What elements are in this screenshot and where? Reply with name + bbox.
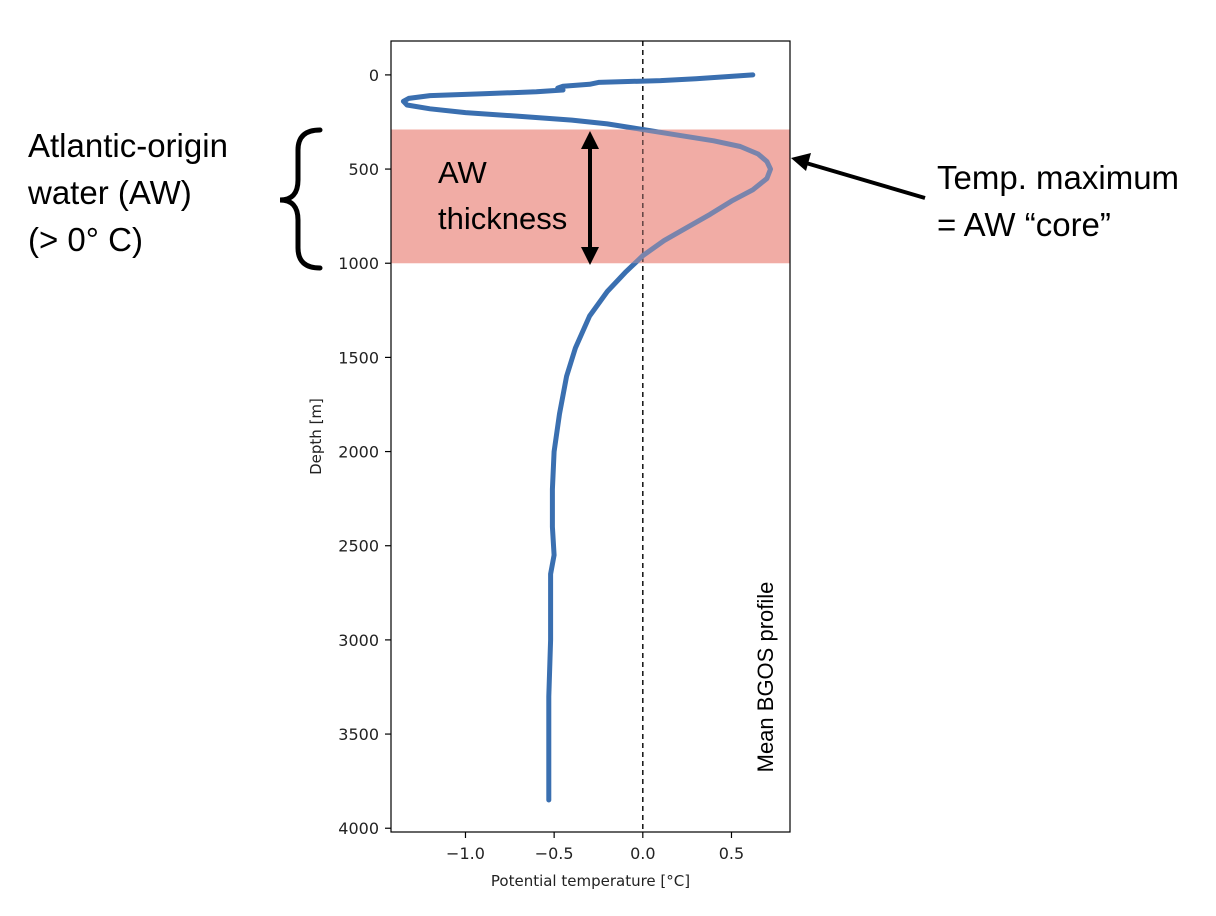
y-tick-label: 0 <box>369 66 379 85</box>
core-label-line-1: Temp. maximum <box>937 159 1179 196</box>
series-line <box>400 72 773 803</box>
x-axis-label: Potential temperature [°C] <box>491 872 690 890</box>
y-tick-label: 4000 <box>338 819 379 838</box>
y-tick-label: 1000 <box>338 254 379 273</box>
x-tick-label: −1.0 <box>446 844 485 863</box>
x-tick-label: −0.5 <box>535 844 574 863</box>
profile-label: Mean BGOS profile <box>753 582 778 773</box>
x-axis-ticks: −1.0 −0.5 0.0 0.5 <box>446 832 744 863</box>
aw-label-line-3: (> 0° C) <box>28 221 143 258</box>
aw-label-line-1: Atlantic-origin <box>28 127 228 164</box>
aw-label: Atlantic-origin water (AW) (> 0° C) <box>27 127 237 258</box>
plot-frame <box>390 40 791 833</box>
thickness-label-line-1: AW <box>438 155 488 190</box>
core-label-line-2: = AW “core” <box>937 206 1111 243</box>
thickness-double-arrow-icon <box>581 131 599 265</box>
y-tick-label: 2500 <box>338 537 379 556</box>
y-axis-ticks: 0 500 1000 1500 2000 2500 3000 3500 4000 <box>338 66 391 838</box>
x-tick-label: 0.0 <box>630 844 655 863</box>
y-tick-label: 500 <box>348 160 379 179</box>
core-label: Temp. maximum = AW “core” <box>937 159 1188 243</box>
aw-brace-icon <box>279 127 323 271</box>
y-tick-label: 3000 <box>338 631 379 650</box>
core-arrow-icon <box>791 153 926 200</box>
thickness-label: AW thickness <box>438 155 567 236</box>
y-axis-label: Depth [m] <box>307 398 325 475</box>
y-tick-label: 2000 <box>338 443 379 462</box>
thickness-label-line-2: thickness <box>438 201 567 236</box>
y-tick-label: 1500 <box>338 348 379 367</box>
aw-label-line-2: water (AW) <box>27 174 192 211</box>
x-tick-label: 0.5 <box>719 844 744 863</box>
y-tick-label: 3500 <box>338 725 379 744</box>
